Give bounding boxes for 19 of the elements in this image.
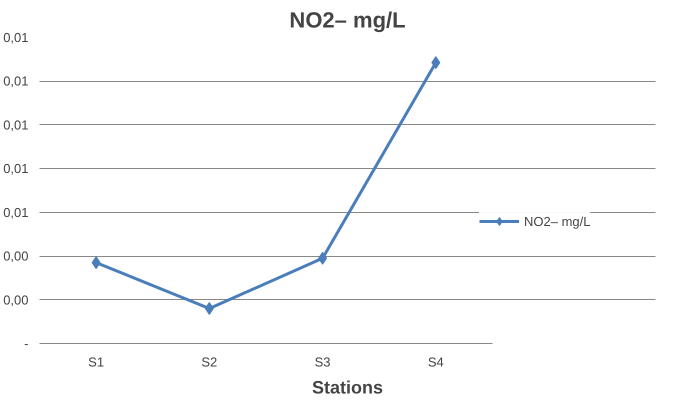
x-axis-title: Stations: [312, 378, 384, 398]
legend-label: NO2– mg/L: [524, 214, 590, 228]
y-tick-label: 0,00: [3, 248, 29, 264]
y-tick-label: 0,01: [3, 161, 29, 176]
point: [92, 256, 101, 270]
chart-title: NO2– mg/L: [289, 8, 406, 32]
y-tick-label: 0,01: [3, 74, 29, 89]
y-tick-label: 0,01: [3, 204, 29, 220]
point: [204, 302, 214, 316]
point: [318, 252, 328, 265]
x-tick-label: S4: [428, 354, 444, 370]
x-tick-label: S2: [201, 354, 218, 370]
point: [431, 56, 440, 70]
x-tick-label: S1: [88, 354, 104, 370]
x-tick-label: S3: [314, 354, 331, 370]
y-tick-label: -: [24, 336, 29, 351]
y-tick-label: 0,00: [3, 292, 29, 308]
y-tick-label: 0,01: [3, 30, 29, 45]
y-tick-label: 0,01: [3, 117, 29, 132]
